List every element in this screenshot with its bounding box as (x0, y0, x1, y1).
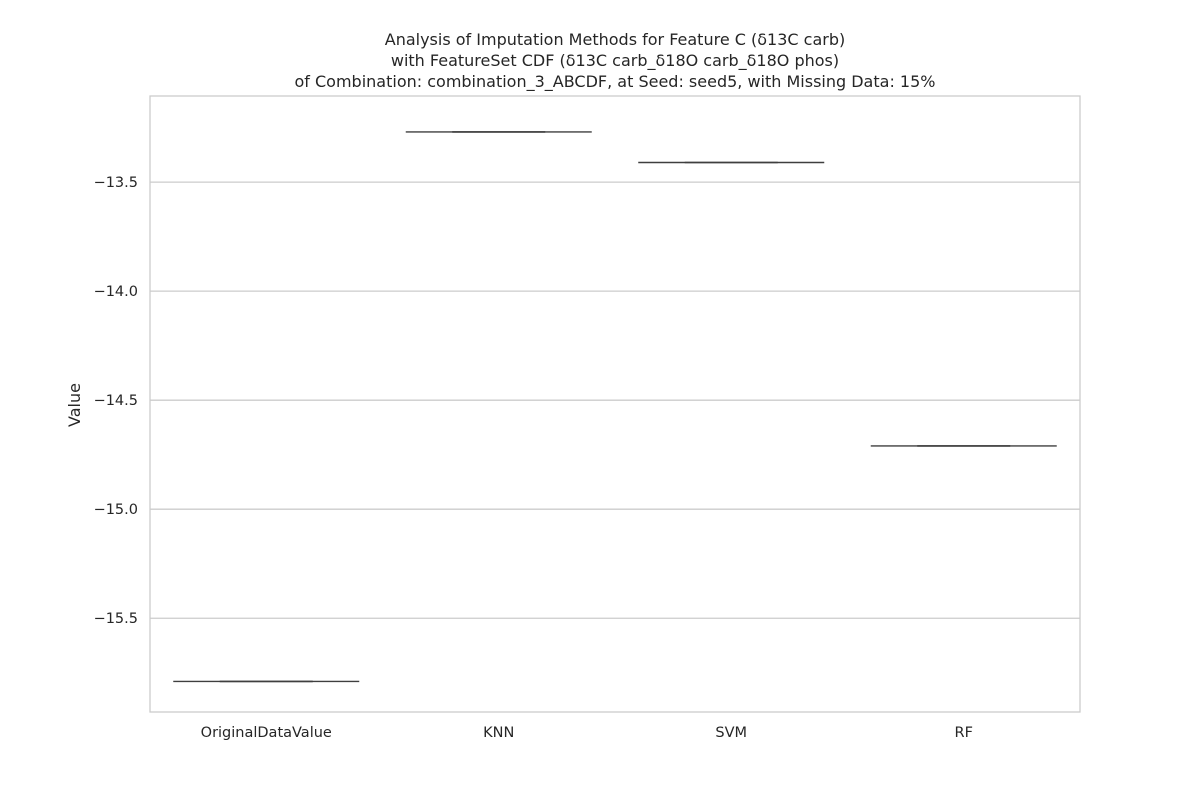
x-tick-label: OriginalDataValue (201, 725, 332, 741)
box-marks (173, 131, 1057, 683)
grid-lines (150, 181, 1080, 619)
x-tick-labels: OriginalDataValue KNN SVM RF (201, 725, 973, 741)
chart-title: Analysis of Imputation Methods for Featu… (0, 29, 1200, 92)
x-tick-label: SVM (715, 725, 747, 741)
y-tick-label: −15.0 (94, 502, 138, 518)
plot-frame (149, 95, 1081, 713)
y-tick-label: −15.5 (94, 611, 138, 627)
y-tick-label: −14.5 (94, 393, 138, 409)
x-tick-label: KNN (483, 725, 514, 741)
chart-title-line-1: Analysis of Imputation Methods for Featu… (384, 30, 846, 49)
y-tick-labels: −15.5 −15.0 −14.5 −14.0 −13.5 (94, 175, 138, 627)
chart-title-line-2: with FeatureSet CDF (δ13C carb_δ18O carb… (390, 51, 840, 70)
y-axis-label: Value (65, 383, 84, 427)
chart-title-line-3: of Combination: combination_3_ABCDF, at … (294, 72, 936, 91)
y-tick-label: −13.5 (94, 175, 138, 191)
x-tick-label: RF (955, 725, 973, 741)
y-tick-label: −14.0 (94, 284, 138, 300)
